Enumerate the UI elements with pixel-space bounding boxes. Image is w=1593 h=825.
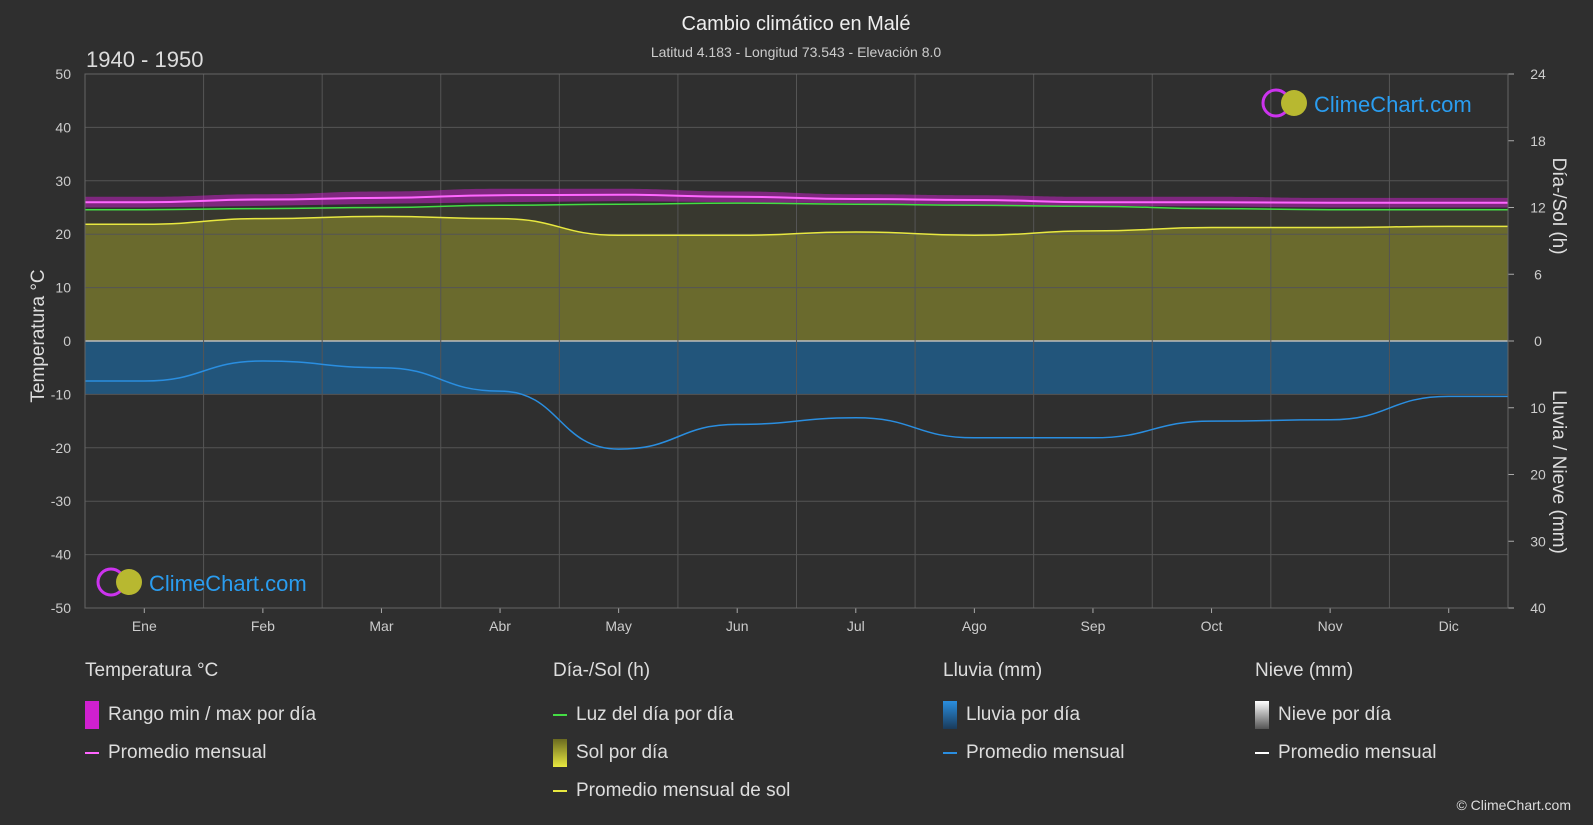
legend-sun-avg: Promedio mensual de sol <box>553 772 790 810</box>
legend-rain-avg: Promedio mensual <box>943 734 1124 772</box>
x-tick-10: Nov <box>1318 618 1343 634</box>
copyright: © ClimeChart.com <box>1456 797 1571 813</box>
y-right-top-tick-1: 18 <box>1530 133 1546 149</box>
plot-frame <box>84 73 1509 609</box>
legend-temp-range: Rango min / max por día <box>85 696 316 734</box>
temp-range-swatch <box>85 701 99 729</box>
y-left-tick-1: 40 <box>55 119 71 135</box>
legend-rain-day: Lluvia por día <box>943 696 1124 734</box>
y-left-tick-10: -50 <box>51 600 71 616</box>
legend-sun: Día-/Sol (h) Luz del día por día Sol por… <box>553 660 790 810</box>
x-tick-6: Jul <box>847 618 865 634</box>
x-tick-9: Oct <box>1201 618 1223 634</box>
legend-sunshine: Sol por día <box>553 734 790 772</box>
temp-avg-swatch <box>85 752 99 754</box>
y-right-top-tick-0: 24 <box>1530 66 1546 82</box>
period-label: 1940 - 1950 <box>86 47 203 72</box>
x-tick-2: Mar <box>369 618 393 634</box>
chart-title: Cambio climático en Malé <box>682 13 911 35</box>
x-tick-11: Dic <box>1439 618 1459 634</box>
legend-snow: Nieve (mm) Nieve por día Promedio mensua… <box>1255 660 1436 772</box>
y-left-tick-8: -30 <box>51 493 71 509</box>
y-right-bottom-tick-1: 10 <box>1530 400 1546 416</box>
y-right-top-label: Día-/Sol (h) <box>1548 157 1569 254</box>
snow-swatch <box>1255 701 1269 729</box>
legend-snow-title: Nieve (mm) <box>1255 660 1354 681</box>
y-left-label: Temperatura °C <box>28 269 49 402</box>
brand-logo-bottom: ClimeChart.com <box>96 567 307 597</box>
y-left-tick-7: -20 <box>51 440 71 456</box>
legend-temp-avg: Promedio mensual <box>85 734 316 772</box>
y-right-top-tick-4: 0 <box>1534 333 1542 349</box>
legend-rain-title: Lluvia (mm) <box>943 660 1043 681</box>
legend-rain: Lluvia (mm) Lluvia por día Promedio mens… <box>943 660 1124 772</box>
x-tick-8: Sep <box>1080 618 1105 634</box>
daylight-swatch <box>553 714 567 716</box>
y-left-tick-3: 20 <box>55 226 71 242</box>
y-right-top-tick-3: 6 <box>1534 266 1542 282</box>
y-left-tick-5: 0 <box>63 333 71 349</box>
sun-avg-swatch <box>553 790 567 792</box>
x-tick-3: Abr <box>489 618 511 634</box>
y-right-bottom-tick-2: 20 <box>1530 467 1546 483</box>
sunshine-swatch <box>553 739 567 767</box>
legend-temperature-title: Temperatura °C <box>85 660 219 681</box>
y-right-top-tick-2: 12 <box>1530 200 1546 216</box>
y-right-bottom-label: Lluvia / Nieve (mm) <box>1548 390 1569 554</box>
brand-text-bottom: ClimeChart.com <box>149 571 307 596</box>
y-left-tick-9: -40 <box>51 547 71 563</box>
y-left-tick-2: 30 <box>55 173 71 189</box>
rain-avg-line <box>85 360 1508 450</box>
x-tick-7: Ago <box>962 618 987 634</box>
x-tick-1: Feb <box>251 618 275 634</box>
legend-sun-title: Día-/Sol (h) <box>553 660 651 681</box>
brand-logo-top: ClimeChart.com <box>1261 88 1472 118</box>
brand-text-top: ClimeChart.com <box>1314 92 1472 117</box>
x-tick-5: Jun <box>726 618 749 634</box>
y-left-tick-6: -10 <box>51 386 71 402</box>
daylight-line <box>84 202 1508 211</box>
temp-avg-line <box>85 193 1508 204</box>
snow-avg-swatch <box>1255 752 1269 754</box>
x-tick-0: Ene <box>132 618 157 634</box>
chart-subtitle: Latitud 4.183 - Longitud 73.543 - Elevac… <box>651 44 942 60</box>
y-right-bottom-tick-4: 40 <box>1530 600 1546 616</box>
y-right-bottom-tick-3: 30 <box>1530 533 1546 549</box>
x-tick-4: May <box>605 618 631 634</box>
legend-daylight: Luz del día por día <box>553 696 790 734</box>
rain-swatch <box>943 701 957 729</box>
sun-avg-line <box>84 215 1508 237</box>
y-left-tick-0: 50 <box>55 66 71 82</box>
legend-snow-avg: Promedio mensual <box>1255 734 1436 772</box>
legend-snow-day: Nieve por día <box>1255 696 1436 734</box>
rain-avg-swatch <box>943 752 957 754</box>
y-left-tick-4: 10 <box>55 280 71 296</box>
legend-temperature: Temperatura °C Rango min / max por día P… <box>85 660 316 772</box>
